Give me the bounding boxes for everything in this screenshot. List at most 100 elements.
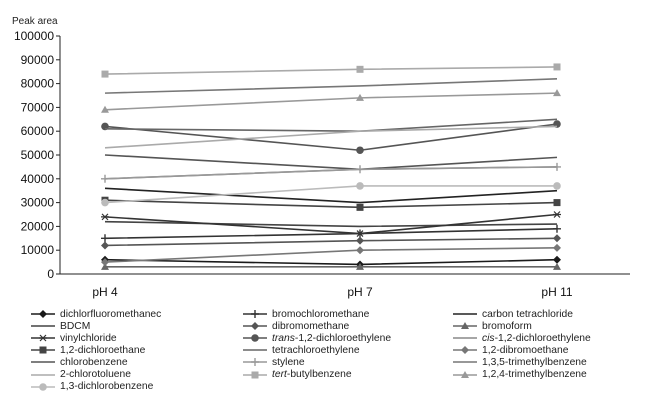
y-axis-label: Peak area [12, 16, 58, 27]
legend-item: 1,2,4-trimethylbenzene [452, 368, 640, 380]
legend-swatch [30, 321, 56, 331]
series-3 [104, 220, 558, 228]
series-15 [104, 125, 558, 149]
series-line [104, 92, 558, 111]
data-point [553, 255, 561, 264]
data-point [101, 241, 109, 250]
data-point [101, 234, 109, 243]
legend-marker [39, 310, 47, 319]
legend-swatch [30, 357, 56, 367]
x-tick-label: pH 7 [347, 285, 373, 299]
data-point [356, 203, 364, 211]
legend-swatch [452, 309, 478, 319]
legend-label: 1,2-dichloroethane [60, 345, 145, 356]
data-point [553, 234, 561, 243]
legend-swatch [242, 357, 268, 367]
legend-label: carbon tetrachloride [482, 309, 573, 320]
data-point [356, 230, 364, 237]
legend-item: stylene [242, 356, 452, 368]
legend-item: trans-1,2-dichloroethylene [242, 332, 452, 344]
legend-label-italic: trans [272, 332, 295, 344]
legend-marker [251, 358, 259, 367]
legend-label-text: 1,3-dichlorobenzene [60, 381, 154, 393]
legend-label-text: carbon tetrachloride [482, 308, 574, 320]
legend-item: tetrachloroethylene [242, 344, 452, 356]
y-tick-label: 10000 [21, 243, 55, 257]
legend-label: bromoform [482, 321, 532, 332]
legend-label-text: -1,2-dichloroethylene [294, 332, 392, 344]
y-tick-label: 70000 [21, 100, 55, 114]
legend-item: tert-butylbenzene [242, 368, 452, 380]
legend-item: dichlorfluoromethanec [30, 308, 242, 320]
y-tick-label: 80000 [21, 77, 55, 91]
legend-label-text: dibromomethane [272, 320, 350, 332]
legend-label-text: bromochloromethane [272, 308, 370, 320]
data-point [553, 63, 561, 71]
series-line [104, 78, 558, 94]
legend-swatch [30, 370, 56, 380]
series-16 [101, 63, 561, 78]
legend-marker [461, 346, 469, 355]
line-chart: Peak area 0 10000 20000 30000 40000 50000 60000… [12, 16, 630, 299]
chart-legend: dichlorfluoromethanec bromochloromethane c… [30, 308, 640, 418]
series-line [104, 125, 558, 149]
legend-label: bromochloromethane [272, 309, 369, 320]
series-line [104, 258, 558, 266]
legend-label: dichlorfluoromethanec [60, 309, 161, 320]
series-18 [101, 182, 561, 207]
legend-swatch [30, 382, 56, 392]
series-line [104, 66, 558, 75]
series-14 [104, 78, 558, 94]
legend-item: BDCM [30, 320, 242, 332]
series-10 [104, 118, 558, 133]
legend-label-text: 1,2,4-trimethylbenzene [482, 369, 587, 381]
data-point [356, 182, 364, 190]
legend-label-italic: tert [272, 369, 287, 381]
data-point [101, 262, 109, 270]
legend-label-text: vinylchloride [60, 332, 117, 344]
legend-label: BDCM [60, 321, 90, 332]
legend-label: vinylchloride [60, 333, 117, 344]
legend-item: chlorobenzene [30, 356, 242, 368]
legend-label: tert-butylbenzene [272, 369, 352, 380]
legend-swatch [30, 309, 56, 319]
legend-label-text: 2-chlorotoluene [60, 369, 131, 381]
legend-marker [39, 382, 47, 391]
legend-label-text: dichlorfluoromethanec [60, 308, 162, 320]
legend-label: 1,3-dichlorobenzene [60, 381, 153, 392]
series-17 [101, 89, 561, 113]
legend-swatch [30, 345, 56, 355]
legend-label-text: 1,3,5-trimethylbenzene [482, 356, 587, 368]
legend-label-italic: cis [482, 332, 495, 344]
y-tick-label: 50000 [21, 148, 55, 162]
data-point [356, 236, 364, 245]
data-point [356, 65, 364, 73]
legend-swatch [452, 345, 478, 355]
y-tick-label: 0 [47, 267, 54, 281]
y-tick-label: 40000 [21, 172, 55, 186]
series-line [104, 220, 558, 228]
legend-item: bromoform [452, 320, 640, 332]
series-11 [101, 243, 561, 267]
data-point [553, 89, 561, 97]
data-point [356, 93, 364, 101]
legend-marker [461, 370, 469, 378]
legend-label: 1,2-dibromoethane [482, 345, 568, 356]
x-tick-label: pH 11 [541, 285, 572, 299]
legend-label-text: BDCM [60, 320, 91, 332]
legend-item: 1,3,5-trimethylbenzene [452, 356, 640, 368]
legend-marker [461, 322, 469, 330]
y-tick-label: 60000 [21, 124, 55, 138]
data-point [553, 211, 561, 218]
legend-swatch [452, 357, 478, 367]
data-point [553, 243, 561, 252]
series-7 [101, 120, 561, 155]
legend-swatch [242, 370, 268, 380]
data-point [101, 174, 109, 183]
series-line [104, 187, 558, 204]
legend-item: carbon tetrachloride [452, 308, 640, 320]
series-4 [101, 234, 561, 250]
legend-swatch [452, 370, 478, 380]
x-tick-label: pH 4 [92, 285, 118, 299]
data-point [553, 162, 561, 171]
